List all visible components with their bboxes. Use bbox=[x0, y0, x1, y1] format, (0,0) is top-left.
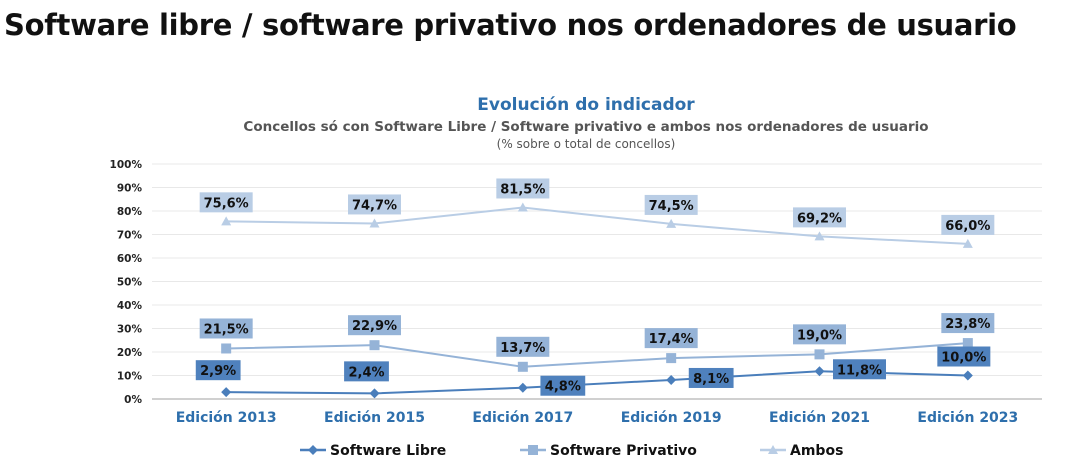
triangle-marker bbox=[768, 445, 778, 454]
x-tick-label: Edición 2015 bbox=[324, 410, 425, 426]
data-label: 2,4% bbox=[348, 365, 384, 380]
data-label-box bbox=[688, 367, 734, 388]
data-label: 21,5% bbox=[204, 322, 249, 337]
diamond-marker bbox=[814, 366, 825, 377]
data-label: 10,0% bbox=[941, 351, 986, 366]
data-label: 23,8% bbox=[945, 317, 990, 332]
data-label: 17,4% bbox=[649, 332, 694, 347]
data-label: 19,0% bbox=[797, 328, 842, 343]
series-line-software-privativo bbox=[226, 342, 968, 368]
square-marker bbox=[962, 338, 973, 349]
data-label: 74,5% bbox=[649, 199, 694, 214]
diamond-marker bbox=[517, 382, 528, 393]
data-label-box bbox=[344, 361, 389, 382]
square-marker bbox=[221, 343, 232, 354]
data-label: 75,6% bbox=[204, 196, 249, 211]
diamond-marker bbox=[308, 445, 318, 455]
x-tick-label: Edición 2023 bbox=[917, 410, 1018, 426]
y-tick-label: 40% bbox=[117, 300, 143, 312]
y-tick-label: 10% bbox=[117, 371, 143, 383]
data-label: 13,7% bbox=[500, 341, 545, 356]
data-label-box bbox=[199, 192, 253, 213]
page-title: Software libre / software privativo nos … bbox=[4, 8, 1017, 42]
data-label-box bbox=[644, 328, 698, 349]
data-label-box bbox=[496, 178, 550, 199]
data-label-box bbox=[348, 315, 401, 336]
data-label-box bbox=[941, 214, 995, 235]
legend-label: Ambos bbox=[790, 443, 843, 459]
square-marker bbox=[666, 353, 677, 364]
triangle-marker bbox=[369, 218, 380, 228]
legend-label: Software Privativo bbox=[550, 443, 697, 459]
data-label-box bbox=[195, 360, 241, 381]
y-tick-label: 30% bbox=[117, 324, 143, 336]
square-marker bbox=[814, 349, 825, 360]
triangle-marker bbox=[517, 202, 528, 212]
data-label-box bbox=[496, 336, 550, 357]
x-tick-label: Edición 2021 bbox=[769, 410, 870, 426]
data-label: 66,0% bbox=[945, 219, 990, 234]
y-tick-label: 90% bbox=[117, 183, 143, 195]
x-tick-label: Edición 2013 bbox=[176, 410, 277, 426]
chart-title: Evolución do indicador bbox=[477, 95, 695, 115]
triangle-marker bbox=[814, 231, 825, 241]
triangle-marker bbox=[666, 218, 677, 228]
data-label-box bbox=[540, 375, 586, 396]
x-tick-label: Edición 2017 bbox=[472, 410, 573, 426]
data-label-box bbox=[941, 313, 995, 334]
data-label-box bbox=[793, 324, 846, 345]
data-label-box bbox=[793, 207, 846, 228]
data-label-box bbox=[199, 318, 253, 339]
data-label-box bbox=[937, 346, 991, 367]
data-label: 22,9% bbox=[352, 319, 397, 334]
x-tick-label: Edición 2019 bbox=[621, 410, 722, 426]
diamond-marker bbox=[962, 370, 973, 381]
data-label-box bbox=[833, 359, 886, 380]
triangle-marker bbox=[221, 216, 232, 226]
triangle-marker bbox=[962, 238, 973, 248]
y-tick-label: 20% bbox=[117, 347, 143, 359]
square-marker bbox=[517, 361, 528, 372]
data-label-box bbox=[644, 194, 698, 215]
series-line-ambos bbox=[226, 206, 968, 245]
y-tick-label: 70% bbox=[117, 230, 143, 242]
square-marker bbox=[528, 445, 538, 455]
data-label: 8,1% bbox=[693, 372, 729, 387]
y-tick-label: 50% bbox=[117, 277, 143, 289]
data-label: 69,2% bbox=[797, 211, 842, 226]
data-label: 11,8% bbox=[837, 363, 882, 378]
data-label: 81,5% bbox=[500, 182, 545, 197]
square-marker bbox=[369, 340, 380, 351]
diamond-marker bbox=[369, 388, 380, 399]
y-tick-label: 80% bbox=[117, 206, 143, 218]
data-label-box bbox=[348, 194, 401, 215]
chart-subtitle: Concellos só con Software Libre / Softwa… bbox=[243, 119, 928, 135]
y-tick-label: 0% bbox=[124, 394, 142, 406]
diamond-marker bbox=[221, 387, 232, 398]
y-tick-label: 100% bbox=[110, 159, 143, 171]
legend-label: Software Libre bbox=[330, 443, 446, 459]
diamond-marker bbox=[666, 374, 677, 385]
data-label: 74,7% bbox=[352, 198, 397, 213]
y-tick-label: 60% bbox=[117, 253, 143, 265]
chart-note: (% sobre o total de concellos) bbox=[497, 137, 676, 151]
data-label: 4,8% bbox=[545, 380, 581, 395]
data-label: 2,9% bbox=[200, 364, 236, 379]
